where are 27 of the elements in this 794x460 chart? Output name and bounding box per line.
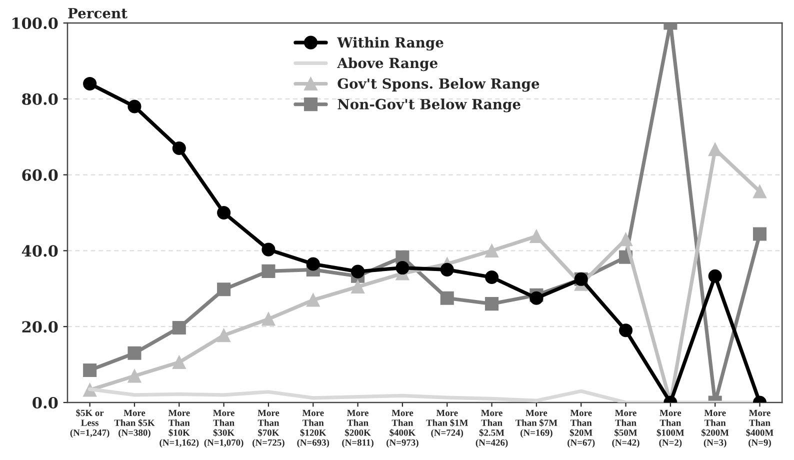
legend-label: Gov't Spons. Below Range <box>338 78 540 92</box>
x-tick-label: More Than $200K (N=811) <box>342 410 374 448</box>
x-tick-label: More Than $120K (N=693) <box>297 410 330 448</box>
y-tick-label: 60.0 <box>22 169 58 181</box>
x-tick-label: More Than $400K (N=973) <box>386 410 418 448</box>
x-tick-label: $5K or Less (N=1,247) <box>70 409 110 438</box>
x-tick-label: More Than $70K (N=725) <box>252 410 284 448</box>
y-tick-label: 0.0 <box>32 396 58 409</box>
x-tick-label: More Than $5K (N=380) <box>114 410 155 438</box>
legend-label: Within Range <box>337 36 444 51</box>
x-tick-label: More Than $400M (N=9) <box>746 410 774 448</box>
x-tick-label: More Than $2.5M (N=426) <box>476 410 508 448</box>
x-tick-label: More Than $7M (N=169) <box>515 410 558 438</box>
y-tick-label: 80.0 <box>22 93 58 105</box>
legend-label: Above Range <box>337 57 438 72</box>
x-tick-label: More Than $1M (N=724) <box>426 410 468 438</box>
y-tick-label: 40.0 <box>22 245 58 257</box>
y-tick-label: 20.0 <box>22 321 58 333</box>
y-axis-title: Percent <box>68 8 128 18</box>
legend-label: Non-Gov't Below Range <box>338 98 520 112</box>
x-tick-label: More Than $30K (N=1,070) <box>204 410 244 448</box>
x-tick-label: More Than $20M (N=67) <box>568 410 595 448</box>
x-tick-label: More Than $50M (N=42) <box>612 410 640 448</box>
y-tick-label: 100.0 <box>12 17 58 30</box>
x-tick-label: More Than $100M (N=2) <box>656 410 684 448</box>
x-tick-label: More Than $200M (N=3) <box>702 410 729 448</box>
x-tick-label: More Than $10K (N=1,162) <box>160 410 199 448</box>
